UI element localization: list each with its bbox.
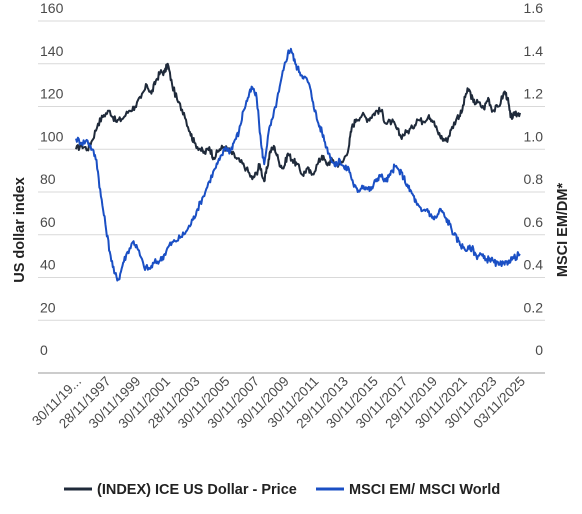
series-line-msci-ratio [75, 47, 521, 282]
left-axis-ticks: 0 20 40 60 80 100 120 140 160 [40, 0, 64, 358]
left-tick-label: 0 [40, 342, 48, 358]
left-tick-label: 160 [40, 0, 64, 16]
series-line-dollar-index [75, 62, 521, 183]
right-tick-label: 0.8 [524, 171, 544, 187]
right-tick-label: 0.6 [524, 214, 544, 230]
right-axis-label: MSCI EM/DM* [555, 183, 571, 278]
x-axis-ticks: 30/11/19...28/11/199730/11/199930/11/200… [29, 374, 528, 432]
right-tick-label: 1.6 [524, 0, 544, 16]
right-tick-label: 1.0 [524, 128, 544, 144]
legend: (INDEX) ICE US Dollar - Price MSCI EM/ M… [64, 482, 500, 498]
right-axis-ticks: 0 0.2 0.4 0.6 0.8 1.0 1.2 1.4 1.6 [524, 0, 544, 358]
left-tick-label: 120 [40, 86, 64, 102]
right-tick-label: 1.2 [524, 86, 544, 102]
left-axis-label: US dollar index [12, 177, 28, 283]
left-tick-label: 140 [40, 43, 64, 59]
left-tick-label: 60 [40, 214, 56, 230]
series-lines [75, 47, 521, 282]
right-tick-label: 0 [535, 342, 543, 358]
legend-label-msci-ratio: MSCI EM/ MSCI World [349, 482, 500, 498]
right-tick-label: 0.4 [524, 257, 544, 273]
left-tick-label: 100 [40, 128, 64, 144]
left-tick-label: 40 [40, 257, 56, 273]
right-tick-label: 1.4 [524, 43, 544, 59]
right-tick-label: 0.2 [524, 299, 544, 315]
legend-label-dollar-index: (INDEX) ICE US Dollar - Price [97, 482, 297, 498]
left-tick-label: 20 [40, 299, 56, 315]
gridlines [38, 20, 545, 321]
left-tick-label: 80 [40, 171, 56, 187]
